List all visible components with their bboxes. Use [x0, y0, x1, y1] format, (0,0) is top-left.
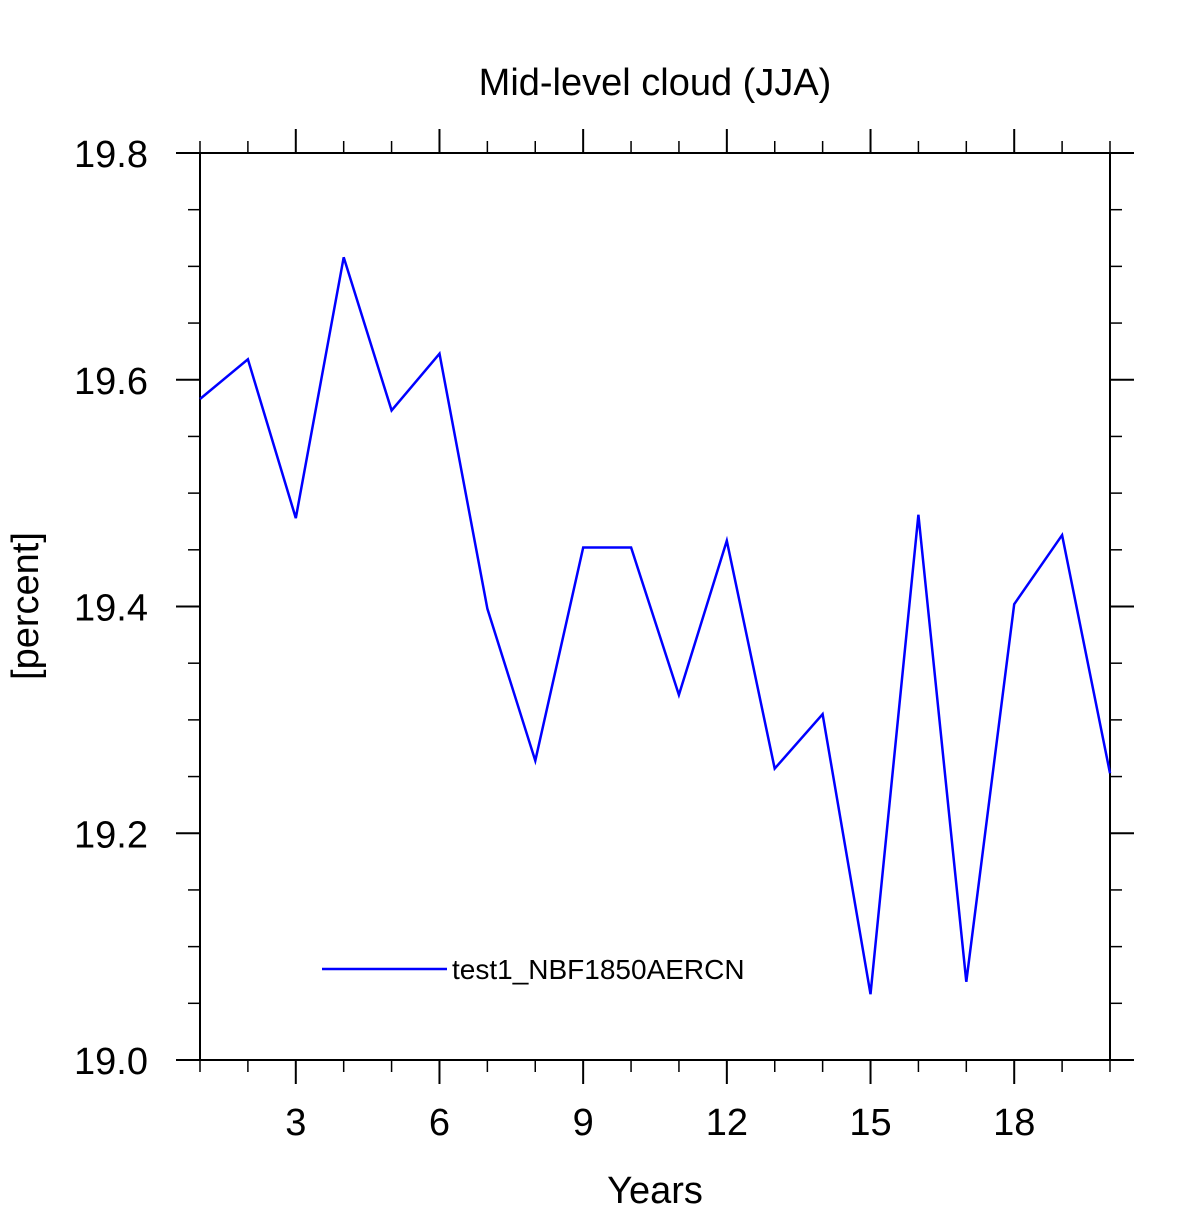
x-tick-label: 9 [573, 1102, 594, 1144]
x-tick-label: 6 [429, 1102, 450, 1144]
series-line [199, 256, 1112, 995]
x-axis-ticks: 3 6 9 12 15 18 [199, 129, 1111, 1144]
y-axis-ticks: 19.0 19.2 19.4 19.6 19.8 [74, 134, 1134, 1083]
x-tick-label: 3 [285, 1102, 306, 1144]
y-tick-label: 19.8 [74, 134, 148, 176]
x-tick-label: 15 [849, 1102, 891, 1144]
series-layer [199, 256, 1112, 995]
x-tick-label: 18 [993, 1102, 1035, 1144]
x-axis-title: Years [607, 1170, 703, 1212]
legend: test1_NBF1850AERCN [322, 954, 745, 985]
chart-title: Mid-level cloud (JJA) [479, 62, 832, 104]
y-tick-label: 19.4 [74, 588, 148, 630]
legend-label: test1_NBF1850AERCN [452, 954, 745, 985]
y-tick-label: 19.2 [74, 814, 148, 856]
y-axis-title: [percent] [5, 532, 47, 680]
x-tick-label: 12 [706, 1102, 748, 1144]
y-tick-label: 19.6 [74, 361, 148, 403]
y-tick-label: 19.0 [74, 1041, 148, 1083]
